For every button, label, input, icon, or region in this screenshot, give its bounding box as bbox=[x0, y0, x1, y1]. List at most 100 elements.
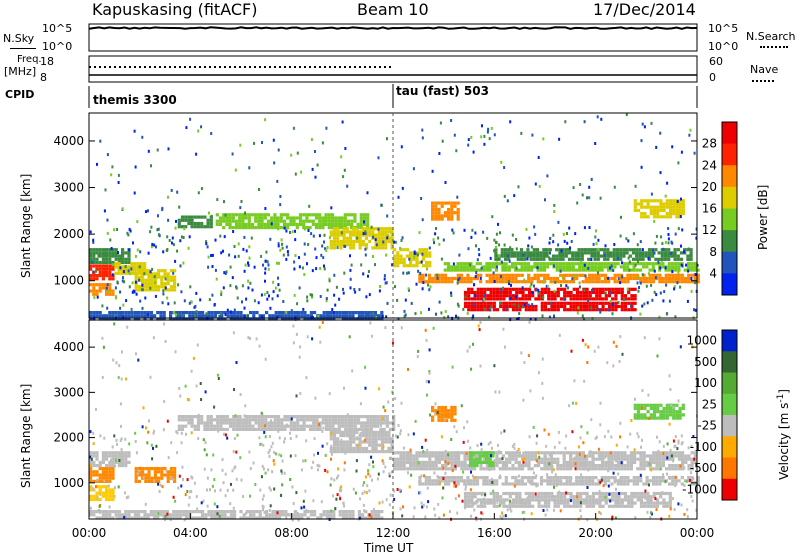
heatmap-cell bbox=[665, 202, 669, 206]
heatmap-cell bbox=[268, 448, 271, 452]
heatmap-cell bbox=[265, 516, 269, 520]
heatmap-cell bbox=[437, 412, 441, 416]
heatmap-cell bbox=[95, 510, 99, 514]
heatmap-cell bbox=[230, 314, 233, 318]
heatmap-cell bbox=[579, 504, 583, 508]
heatmap-cell bbox=[500, 254, 504, 258]
heatmap-cell bbox=[553, 460, 557, 464]
heatmap-cell bbox=[387, 230, 391, 234]
heatmap-cell bbox=[217, 516, 221, 520]
heatmap-cell bbox=[377, 230, 381, 234]
heatmap-cell bbox=[463, 280, 467, 284]
heatmap-cell bbox=[475, 479, 480, 483]
heatmap-cell bbox=[375, 243, 378, 247]
heatmap-cell bbox=[635, 251, 639, 255]
heatmap-cell bbox=[553, 203, 556, 207]
heatmap-cell bbox=[665, 416, 669, 420]
heatmap-cell bbox=[245, 249, 248, 253]
heatmap-cell bbox=[396, 467, 400, 471]
heatmap-cell bbox=[169, 278, 173, 282]
heatmap-cell bbox=[552, 262, 556, 266]
heatmap-cell bbox=[689, 257, 693, 261]
heatmap-cell bbox=[473, 308, 477, 312]
heatmap-cell bbox=[180, 424, 185, 428]
heatmap-cell bbox=[277, 513, 281, 517]
heatmap-cell bbox=[546, 276, 550, 281]
heatmap-cell bbox=[687, 276, 691, 281]
heatmap-cell bbox=[619, 477, 622, 480]
heatmap-cell bbox=[494, 251, 498, 255]
heatmap-cell bbox=[151, 242, 154, 246]
heatmap-cell bbox=[358, 239, 362, 244]
heatmap-cell bbox=[607, 451, 611, 455]
heatmap-cell bbox=[244, 211, 246, 215]
heatmap-cell bbox=[591, 495, 596, 499]
heatmap-cell bbox=[578, 281, 581, 285]
heatmap-cell bbox=[626, 280, 630, 284]
heatmap-cell bbox=[543, 290, 548, 295]
heatmap-cell bbox=[613, 280, 617, 284]
heatmap-cell bbox=[485, 479, 489, 483]
heatmap-cell bbox=[123, 268, 128, 272]
heatmap-cell bbox=[245, 510, 249, 514]
heatmap-cell bbox=[143, 272, 146, 276]
heatmap-cell bbox=[92, 314, 96, 318]
heatmap-cell bbox=[431, 464, 435, 468]
heatmap-cell bbox=[325, 314, 329, 318]
heatmap-cell bbox=[582, 301, 586, 305]
heatmap-cell bbox=[469, 268, 473, 272]
heatmap-cell bbox=[229, 513, 233, 517]
heatmap-cell bbox=[197, 510, 201, 514]
heatmap-cell bbox=[437, 211, 441, 215]
heatmap-cell bbox=[238, 418, 242, 422]
heatmap-cell bbox=[595, 290, 599, 295]
heatmap-cell bbox=[543, 273, 547, 277]
heatmap-cell bbox=[340, 231, 343, 235]
heatmap-cell bbox=[466, 464, 470, 468]
heatmap-cell bbox=[672, 199, 676, 203]
heatmap-cell bbox=[603, 482, 608, 486]
heatmap-cell bbox=[173, 470, 177, 474]
heatmap-cell bbox=[495, 276, 499, 281]
heatmap-cell bbox=[89, 476, 93, 480]
heatmap-cell bbox=[659, 291, 662, 295]
heatmap-cell bbox=[292, 424, 297, 428]
heatmap-cell bbox=[189, 285, 192, 289]
heatmap-cell bbox=[196, 418, 201, 422]
heatmap-cell bbox=[690, 467, 694, 471]
heatmap-cell bbox=[539, 268, 543, 272]
heatmap-cell bbox=[539, 479, 544, 483]
heatmap-cell bbox=[187, 503, 190, 507]
heatmap-cell bbox=[360, 415, 364, 419]
heatmap-cell bbox=[546, 451, 550, 455]
heatmap-cell bbox=[676, 248, 680, 252]
heatmap-cell bbox=[412, 464, 416, 468]
heatmap-cell bbox=[348, 246, 353, 250]
heatmap-cell bbox=[353, 415, 357, 419]
heatmap-cell bbox=[147, 479, 151, 483]
heatmap-cell bbox=[568, 482, 572, 486]
heatmap-cell bbox=[656, 199, 660, 203]
heatmap-cell bbox=[473, 495, 477, 499]
heatmap-cell bbox=[604, 464, 608, 468]
heatmap-cell bbox=[600, 280, 604, 284]
heatmap-cell bbox=[333, 273, 336, 277]
heatmap-cell bbox=[678, 208, 682, 212]
heatmap-cell bbox=[363, 490, 366, 494]
heatmap-cell bbox=[659, 205, 663, 209]
heatmap-cell bbox=[670, 262, 675, 266]
heatmap-cell bbox=[452, 231, 455, 235]
heatmap-cell bbox=[556, 464, 560, 468]
heatmap-cell bbox=[105, 497, 109, 502]
heatmap-cell bbox=[547, 498, 551, 502]
heatmap-cell bbox=[134, 275, 138, 279]
heatmap-cell bbox=[565, 273, 569, 277]
heatmap-cell bbox=[177, 218, 181, 222]
heatmap-cell bbox=[466, 276, 470, 281]
heatmap-cell bbox=[117, 271, 121, 275]
heatmap-cell bbox=[643, 413, 647, 417]
heatmap-cell bbox=[253, 299, 256, 303]
heatmap-cell bbox=[89, 457, 93, 461]
heatmap-cell bbox=[476, 498, 480, 502]
heatmap-cell bbox=[601, 454, 605, 458]
